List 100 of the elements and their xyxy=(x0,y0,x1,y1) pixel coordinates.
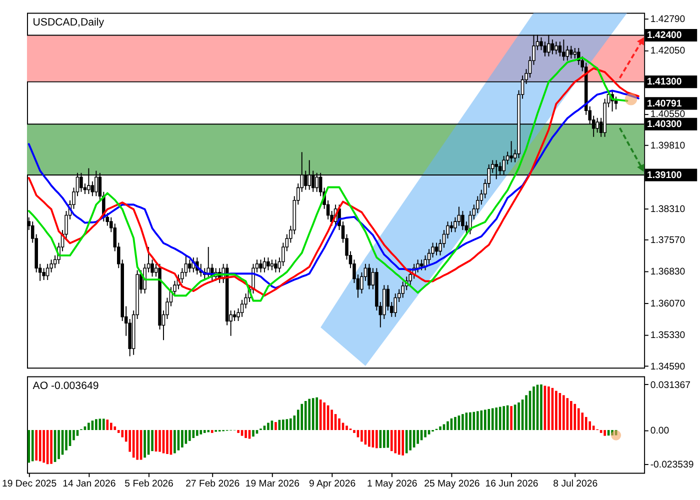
bar xyxy=(424,430,426,438)
x-tick-label: 16 Jun 2026 xyxy=(485,478,538,490)
bar xyxy=(614,430,618,436)
bar xyxy=(237,430,240,433)
bar xyxy=(588,421,592,430)
bar xyxy=(548,386,550,430)
bar xyxy=(50,430,52,464)
bar xyxy=(574,404,576,430)
bar xyxy=(518,402,520,430)
bar xyxy=(611,430,614,436)
bar xyxy=(274,422,277,430)
bar xyxy=(106,420,109,430)
bar xyxy=(196,430,198,436)
bar xyxy=(484,410,486,430)
y-tick-label: 1.39810 xyxy=(650,140,686,152)
chart-title: AO -0.003649 xyxy=(32,380,99,392)
x-tick-label: 25 May 2026 xyxy=(424,478,480,490)
candlestick xyxy=(188,259,192,273)
bar xyxy=(136,430,138,460)
bar xyxy=(144,430,146,458)
candlestick xyxy=(562,39,566,62)
y-tick-label: -0.023539 xyxy=(650,460,694,471)
bar xyxy=(174,430,176,454)
bar xyxy=(65,430,68,450)
bar xyxy=(405,430,408,454)
bar xyxy=(290,418,292,430)
bar xyxy=(383,430,386,448)
bar xyxy=(360,430,363,442)
y-tick-label: 1.38310 xyxy=(650,204,686,215)
bar xyxy=(102,418,105,430)
bar xyxy=(584,416,588,430)
x-tick-label: 5 Feb 2026 xyxy=(124,478,174,490)
text: 1.40791 xyxy=(646,98,682,110)
chart-title: USDCAD,Daily xyxy=(32,16,105,28)
ref-line-label: 1.42400 xyxy=(646,30,682,42)
bar xyxy=(488,408,490,430)
x-tick-label: 1 May 2026 xyxy=(366,478,418,490)
bar xyxy=(210,430,214,433)
bar xyxy=(502,406,505,430)
bar xyxy=(151,430,154,452)
candlestick xyxy=(450,221,454,233)
bar xyxy=(525,395,528,430)
y-tick-label: 1.36830 xyxy=(650,266,686,278)
bar xyxy=(114,426,116,430)
bar xyxy=(323,402,326,430)
bar xyxy=(95,419,98,430)
bar xyxy=(356,430,360,438)
candlestick xyxy=(558,41,562,57)
bar xyxy=(480,410,483,430)
bar xyxy=(532,386,535,430)
bar xyxy=(394,430,397,454)
candlestick xyxy=(420,259,424,271)
bar xyxy=(439,426,442,430)
bar xyxy=(469,412,472,430)
x-tick-label: 19 Dec 2025 xyxy=(2,478,57,490)
bar xyxy=(491,408,494,430)
candlestick xyxy=(270,259,274,271)
bar xyxy=(476,411,479,430)
bar xyxy=(308,398,311,430)
bar xyxy=(604,430,606,436)
bar xyxy=(577,408,580,430)
candlestick xyxy=(570,45,573,60)
y-tick-label: 1.36070 xyxy=(650,298,686,310)
bar xyxy=(555,390,558,430)
bar xyxy=(28,430,30,463)
candlestick xyxy=(46,263,50,280)
bar xyxy=(263,426,266,430)
bar xyxy=(330,410,333,430)
ref-line-label: 1.39100 xyxy=(646,170,682,181)
x-tick-label: 14 Jan 2026 xyxy=(62,478,116,490)
bar xyxy=(304,400,307,430)
bar xyxy=(562,395,565,430)
bar xyxy=(200,430,202,434)
candlestick xyxy=(457,206,461,226)
y-tick-label: 1.35330 xyxy=(650,330,686,341)
bar xyxy=(35,430,38,461)
bar xyxy=(338,418,340,430)
candlestick xyxy=(394,293,398,318)
bar xyxy=(428,430,430,434)
bar xyxy=(570,400,572,430)
candlestick xyxy=(90,180,94,197)
candlestick xyxy=(42,268,46,280)
candlestick xyxy=(184,254,188,278)
bar xyxy=(300,404,304,430)
x-tick-label: 19 Mar 2026 xyxy=(245,478,300,490)
y-tick-label: 1.42790 xyxy=(650,14,686,26)
bar xyxy=(203,430,206,433)
candlestick xyxy=(554,41,558,55)
bar xyxy=(368,430,370,447)
bar xyxy=(42,430,45,463)
ref-line-label: 1.41300 xyxy=(646,76,682,88)
bar xyxy=(88,422,90,430)
candlestick xyxy=(266,257,270,271)
bar xyxy=(158,430,161,452)
bar xyxy=(31,430,34,462)
bar xyxy=(181,430,184,448)
bar xyxy=(540,384,542,430)
bar xyxy=(386,430,390,448)
candlestick xyxy=(510,140,513,163)
bar xyxy=(581,412,584,430)
